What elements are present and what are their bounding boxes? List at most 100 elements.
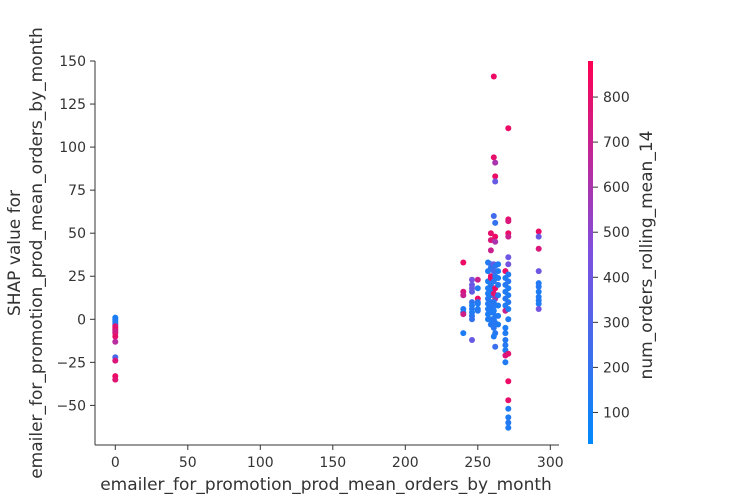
scatter-point [495, 302, 502, 309]
colorbar-tick-label: 700 [603, 135, 630, 151]
scatter-point [505, 299, 512, 306]
scatter-point [487, 247, 494, 254]
scatter-point [505, 218, 512, 225]
scatter-point [505, 292, 512, 299]
x-tick-label: 100 [247, 455, 274, 471]
scatter-point [502, 337, 509, 343]
scatter-point [492, 238, 499, 245]
y-tick-label: −50 [56, 398, 86, 414]
colorbar: 100 200 300 400 500 600 700 800 num_orders_roll… [588, 61, 657, 444]
colorbar-tick-label: 800 [603, 90, 630, 106]
scatter-point [495, 312, 502, 319]
scatter-point [490, 213, 497, 219]
y-tick-label: −25 [56, 355, 86, 371]
scatter-point [490, 268, 497, 275]
scatter-point [535, 288, 542, 295]
x-axis-ticks: 0 50 100 150 200 250 300 [111, 445, 564, 471]
scatter-point [460, 292, 467, 299]
x-tick-label: 50 [179, 455, 197, 471]
scatter-point [492, 233, 499, 240]
scatter-point [490, 73, 497, 80]
colorbar-ticks: 100 200 300 400 500 600 700 800 [593, 90, 630, 421]
scatter-point [112, 357, 119, 364]
scatter-point [490, 154, 497, 161]
scatter-point [502, 324, 509, 331]
x-tick-label: 150 [319, 455, 346, 471]
x-tick-label: 0 [111, 455, 120, 471]
scatter-point [505, 397, 512, 404]
colorbar-tick-label: 200 [603, 360, 630, 376]
scatter-point [490, 278, 497, 285]
scatter-point [490, 333, 497, 340]
scatter-point [460, 330, 467, 337]
scatter-point [495, 275, 502, 281]
scatter-point [502, 330, 509, 337]
y-axis-title-line-2: emailer_for_promotion_prod_mean_orders_b… [27, 27, 47, 479]
scatter-point [505, 419, 512, 426]
scatter-point [505, 316, 512, 323]
scatter-point [492, 178, 499, 185]
colorbar-tick-label: 400 [603, 270, 630, 286]
scatter-point [112, 333, 119, 340]
scatter-point [535, 306, 542, 312]
y-axis-ticks: −50 −25 0 25 50 75 100 125 150 [56, 54, 95, 414]
scatter-point [112, 376, 119, 383]
scatter-point [469, 337, 475, 343]
y-axis-title: SHAP value for emailer_for_promotion_pro… [5, 27, 47, 479]
scatter-point [505, 350, 512, 357]
scatter-point [535, 245, 542, 252]
scatter-point [505, 233, 512, 240]
colorbar-tick-label: 100 [603, 405, 630, 421]
x-tick-label: 300 [537, 455, 564, 471]
scatter-point [492, 159, 499, 166]
scatter-point [490, 307, 497, 314]
x-tick-label: 250 [464, 455, 491, 471]
scatter-point [502, 342, 509, 349]
scatter-point [505, 414, 512, 421]
scatter-point [505, 278, 512, 285]
scatter-point [502, 359, 509, 366]
colorbar-tick-label: 600 [603, 180, 630, 196]
scatter-point [505, 285, 512, 292]
y-tick-label: 125 [59, 97, 86, 113]
y-tick-label: 50 [68, 226, 86, 242]
scatter-point [505, 306, 512, 312]
y-tick-label: 25 [68, 269, 86, 285]
scatter-point [535, 268, 542, 275]
scatter-point [495, 268, 502, 275]
colorbar-tick-label: 300 [603, 315, 630, 331]
scatter-point [495, 292, 502, 299]
x-axis-title: emailer_for_promotion_prod_mean_orders_b… [100, 475, 552, 495]
scatter-point [474, 300, 481, 307]
scatter-point [535, 283, 542, 290]
scatter-point [469, 288, 475, 295]
scatter-point [492, 343, 499, 350]
scatter-point [474, 276, 481, 283]
scatter-point [505, 271, 512, 278]
scatter-point [505, 254, 512, 261]
plot-area [112, 73, 542, 431]
scatter-point [112, 338, 119, 345]
scatter-point [505, 261, 512, 268]
scatter-point [474, 285, 481, 292]
scatter-point [469, 276, 475, 283]
scatter-point [495, 321, 502, 328]
scatter-points [112, 73, 542, 431]
scatter-point [505, 378, 512, 385]
colorbar-bar [588, 61, 593, 444]
colorbar-tick-label: 500 [603, 225, 630, 241]
scatter-point [460, 311, 467, 318]
scatter-point [505, 125, 512, 132]
scatter-point [535, 233, 542, 240]
y-axis-title-line-1: SHAP value for [5, 190, 25, 316]
scatter-point [495, 261, 502, 268]
colorbar-label: num_orders_rolling_mean_14 [637, 131, 657, 380]
scatter-point [505, 405, 512, 412]
scatter-point [460, 259, 467, 266]
y-tick-label: 150 [59, 54, 86, 70]
x-tick-label: 200 [392, 455, 419, 471]
scatter-point [535, 300, 542, 307]
scatter-point [487, 230, 494, 237]
scatter-point [490, 324, 497, 331]
